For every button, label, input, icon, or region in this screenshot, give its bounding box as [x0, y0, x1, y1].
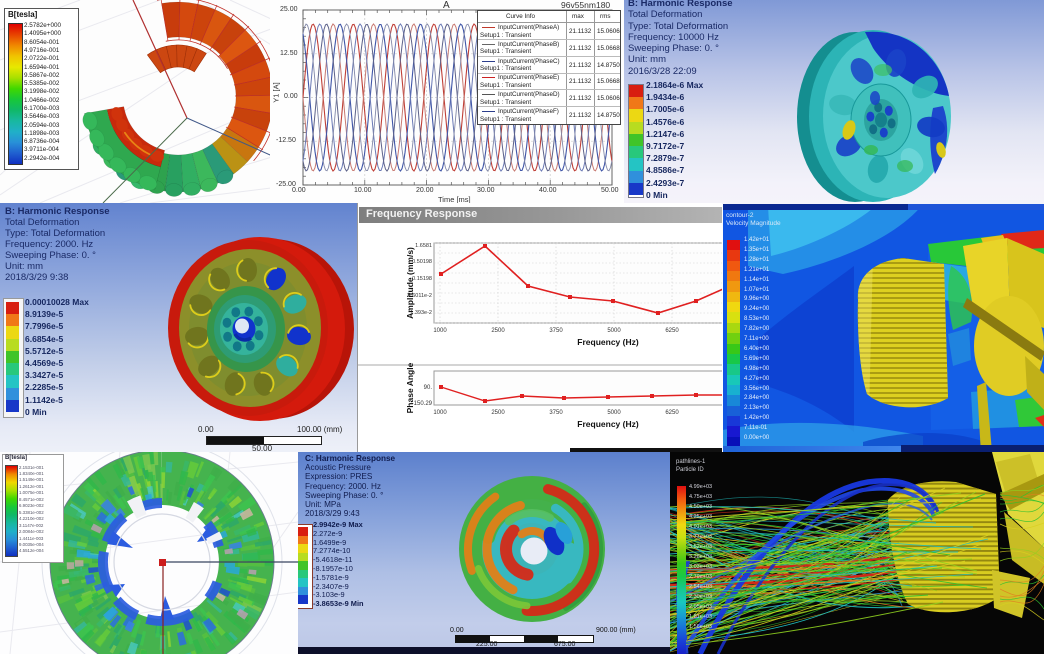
- svg-text:3750: 3750: [549, 410, 563, 416]
- svg-text:Frequency (Hz): Frequency (Hz): [577, 337, 639, 347]
- svg-text:2500: 2500: [491, 328, 505, 334]
- svg-text:3750: 3750: [549, 328, 563, 334]
- svg-text:1.393e-2: 1.393e-2: [410, 310, 432, 316]
- svg-text:Phase Angle: Phase Angle: [405, 362, 415, 413]
- svg-text:0.15198: 0.15198: [412, 276, 432, 282]
- svg-text:Amplitude (mm/s): Amplitude (mm/s): [405, 247, 415, 319]
- svg-text:6250: 6250: [665, 328, 679, 334]
- svg-text:5000: 5000: [607, 328, 621, 334]
- svg-text:1.6581: 1.6581: [415, 243, 432, 249]
- svg-text:5000: 5000: [607, 410, 621, 416]
- svg-text:Frequency (Hz): Frequency (Hz): [577, 419, 639, 429]
- svg-text:6250: 6250: [665, 410, 679, 416]
- svg-text:-150.29: -150.29: [412, 401, 433, 407]
- svg-text:2500: 2500: [491, 410, 505, 416]
- svg-text:0.50198: 0.50198: [412, 259, 432, 265]
- svg-text:1000: 1000: [433, 328, 447, 334]
- svg-text:90.: 90.: [424, 385, 433, 391]
- svg-text:4.6011e-2: 4.6011e-2: [408, 293, 432, 299]
- svg-text:1000: 1000: [433, 410, 447, 416]
